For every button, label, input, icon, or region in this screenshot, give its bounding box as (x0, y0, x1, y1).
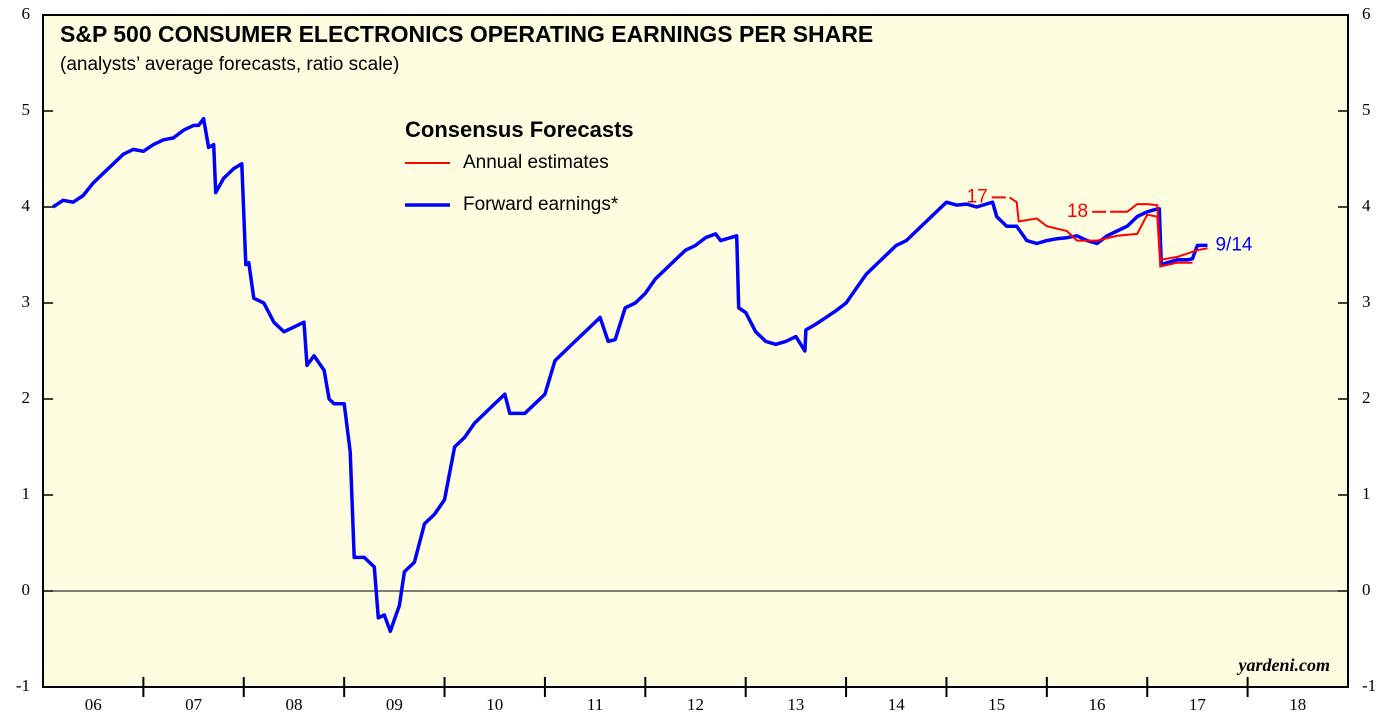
y-tick-label: 0 (22, 580, 31, 599)
annotation: 9/14 (1215, 234, 1252, 255)
y2-tick-label: 5 (1362, 100, 1371, 119)
x-tick-label: 08 (285, 695, 302, 714)
source: yardeni.com (1237, 655, 1331, 675)
y2-tick-label: 0 (1362, 580, 1371, 599)
x-tick-label: 18 (1289, 695, 1306, 714)
estimate-label: 18 (1067, 201, 1088, 222)
y2-tick-label: 3 (1362, 292, 1371, 311)
x-tick-label: 09 (386, 695, 403, 714)
forward-line (52, 116, 1208, 634)
x-tick-label: 10 (486, 695, 503, 714)
y-tick-label: -1 (16, 676, 30, 695)
y-tick-label: 6 (22, 4, 31, 23)
legend-label: Annual estimates (463, 152, 609, 173)
y-tick-label: 1 (22, 484, 31, 503)
estimate-label: 17 (967, 186, 988, 207)
x-tick-label: 14 (888, 695, 906, 714)
chart-subtitle: (analysts’ average forecasts, ratio scal… (60, 54, 399, 75)
x-tick-label: 17 (1189, 695, 1207, 714)
x-tick-label: 11 (587, 695, 603, 714)
y2-tick-label: 6 (1362, 4, 1371, 23)
y2-tick-label: 1 (1362, 484, 1371, 503)
y2-tick-label: 2 (1362, 388, 1371, 407)
legend-label: Forward earnings* (463, 194, 619, 215)
y2-tick-label: 4 (1362, 196, 1371, 215)
plot-area (42, 14, 1349, 688)
y-tick-label: 4 (22, 196, 31, 215)
estimate-line (1110, 203, 1208, 261)
legend-title: Consensus Forecasts (405, 117, 634, 142)
y-tick-label: 3 (22, 292, 31, 311)
x-tick-label: 06 (85, 695, 102, 714)
y-tick-label: 5 (22, 100, 31, 119)
x-tick-label: 13 (787, 695, 804, 714)
x-tick-label: 16 (1089, 695, 1106, 714)
x-tick-label: 12 (687, 695, 704, 714)
x-tick-label: 07 (185, 695, 203, 714)
y-tick-label: 2 (22, 388, 31, 407)
y2-tick-label: -1 (1362, 676, 1376, 695)
x-tick-label: 15 (988, 695, 1005, 714)
chart-title: S&P 500 CONSUMER ELECTRONICS OPERATING E… (60, 21, 873, 47)
